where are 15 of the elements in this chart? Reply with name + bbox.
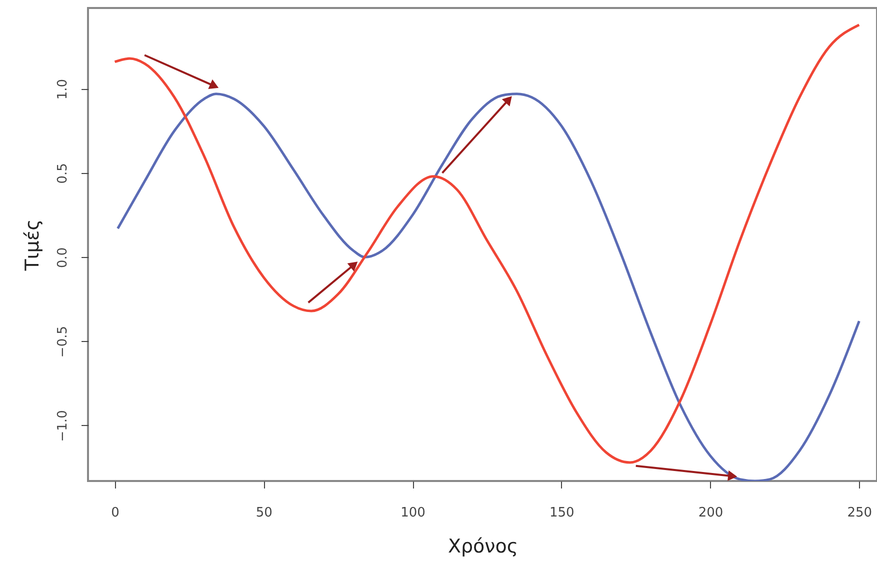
x-tick-label: 50 (256, 506, 272, 520)
x-tick-label: 0 (111, 506, 120, 520)
x-tick-label: 200 (698, 506, 724, 520)
line-series (114, 24, 860, 464)
line-series (116, 92, 860, 481)
x-tick-label: 100 (400, 506, 426, 520)
y-tick-label: 0.0 (56, 247, 70, 268)
y-tick-label: 1.0 (56, 78, 70, 100)
y-tick-label: −0.5 (56, 326, 70, 358)
y-tick-label: −1.0 (56, 410, 70, 442)
x-axis-title: Χρόνος (448, 536, 518, 558)
x-tick-label: 150 (549, 506, 574, 520)
x-tick-label: 250 (847, 506, 872, 520)
y-axis-title: Τιμές (22, 219, 44, 272)
y-tick-label: 0.5 (56, 163, 70, 184)
